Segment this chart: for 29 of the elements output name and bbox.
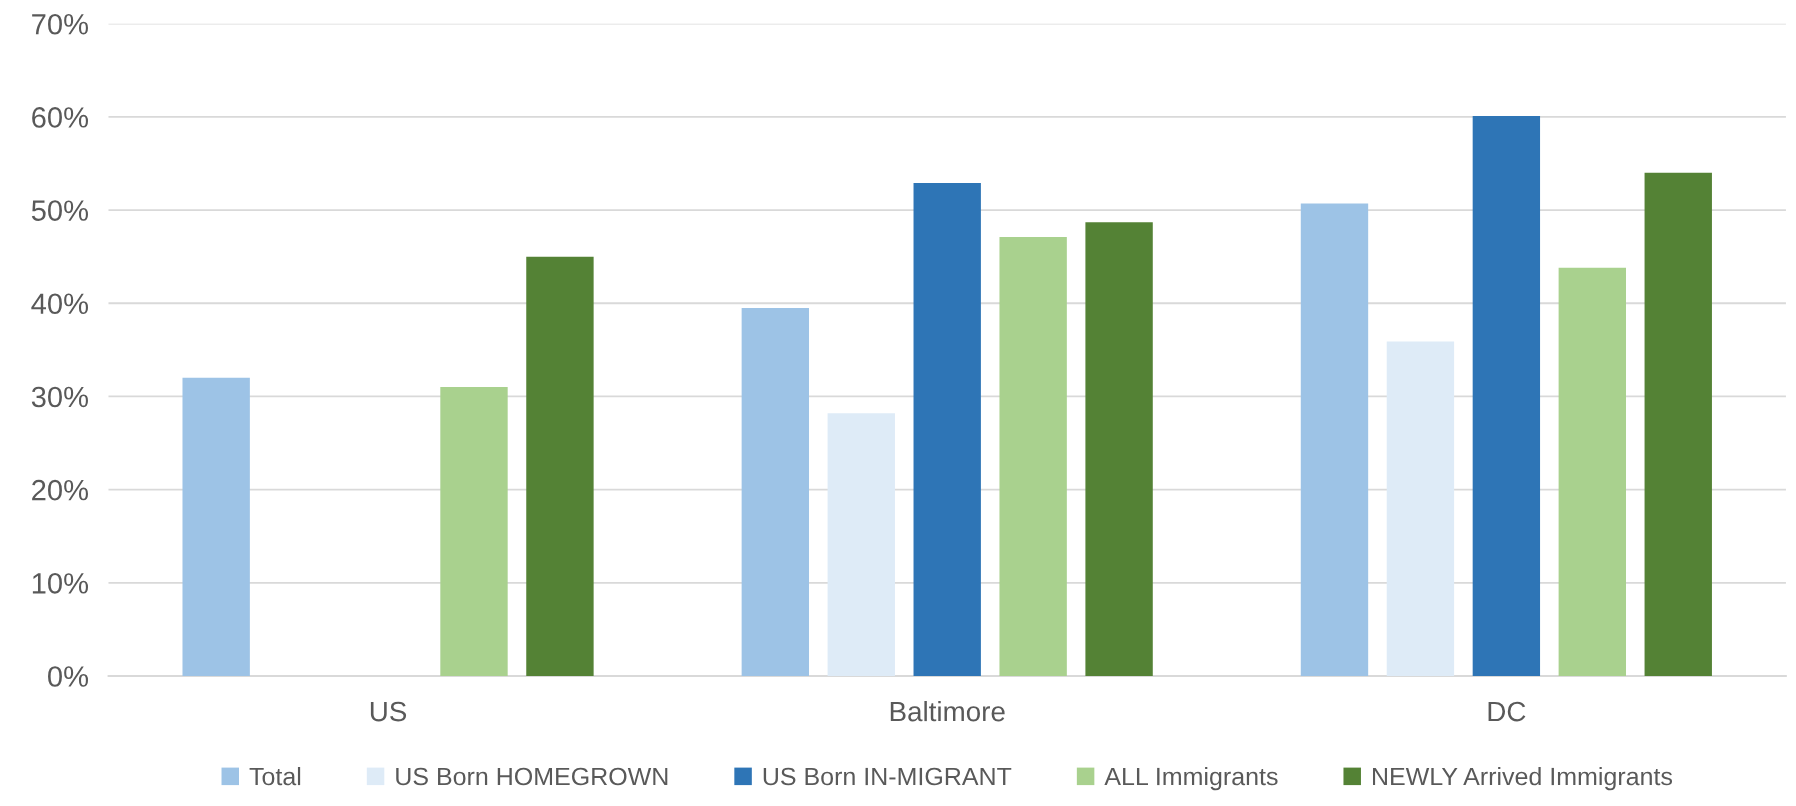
legend-label: US Born HOMEGROWN <box>396 767 668 786</box>
bar <box>1386 341 1455 676</box>
legend-label: NEWLY Arrived Immigrants <box>1373 766 1673 791</box>
y-tick-label: 20% <box>32 479 88 501</box>
bar <box>182 377 250 676</box>
legend-label: US Born IN-MIGRANT <box>763 767 1012 786</box>
bar <box>1472 115 1541 676</box>
bar <box>1085 222 1153 676</box>
y-tick-label: 70% <box>32 13 88 35</box>
legend-label: ALL Immigrants <box>1104 766 1278 791</box>
x-tick-label: DC <box>1488 701 1526 722</box>
y-tick-label: 50% <box>31 200 88 221</box>
y-tick-label: 60% <box>32 107 88 128</box>
bar <box>440 387 508 676</box>
y-tick-label: 40% <box>31 293 88 315</box>
bar <box>913 183 981 676</box>
x-tick-label: US <box>370 701 407 722</box>
x-tick-label: Baltimore <box>890 700 1005 722</box>
bar <box>526 256 594 676</box>
y-tick-label: 10% <box>32 573 88 594</box>
bar <box>1300 203 1369 676</box>
bar <box>1644 172 1712 676</box>
bar <box>999 237 1067 676</box>
bar <box>827 413 895 676</box>
bar <box>1558 267 1626 676</box>
y-tick-label: 30% <box>31 386 88 408</box>
legend-label: Total <box>249 766 301 786</box>
y-tick-label: 0% <box>48 666 88 687</box>
bar <box>741 307 810 676</box>
